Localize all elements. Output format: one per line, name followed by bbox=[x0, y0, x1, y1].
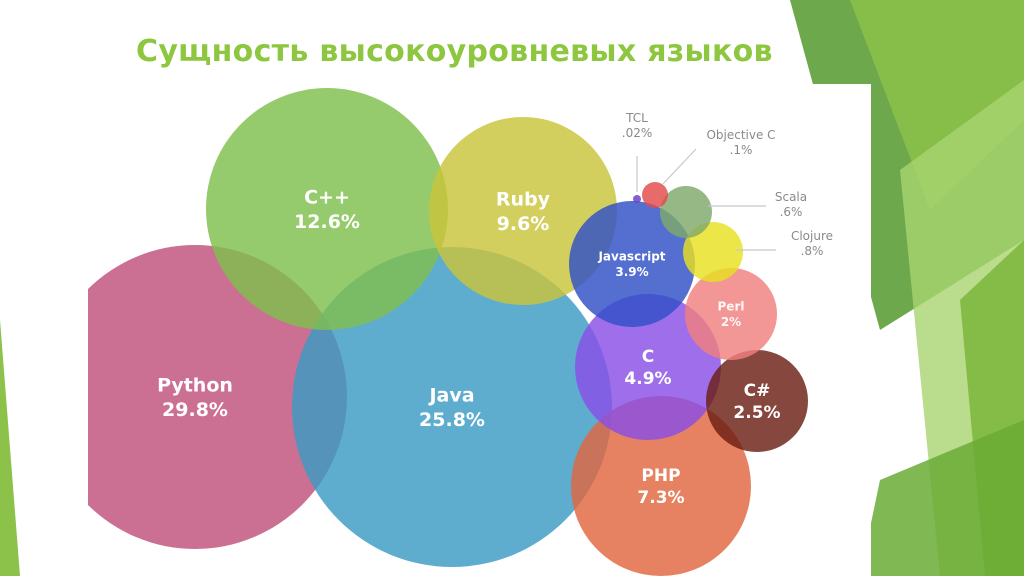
bubble-value-java: 25.8% bbox=[419, 409, 485, 431]
bubble-label-php: PHP bbox=[641, 466, 680, 486]
bubble-value-javascript: 3.9% bbox=[615, 265, 648, 279]
bubble-c bbox=[706, 350, 808, 452]
bubble-label-clojure: Clojure bbox=[791, 229, 833, 243]
bubble-label-ruby: Ruby bbox=[496, 188, 551, 210]
bubble-label-tcl: TCL bbox=[625, 111, 648, 125]
bubble-chart: Python 29.8% Java 25.8% C++ 12.6% Ruby 9.6% PHP7… bbox=[88, 88, 833, 576]
deco-shape-left bbox=[0, 320, 20, 576]
bubble-value-python: 29.8% bbox=[162, 399, 228, 421]
bubble-label-scala: Scala bbox=[775, 190, 807, 204]
bubble-tcl bbox=[633, 195, 641, 203]
slide-title: Сущность высокоуровневых языков bbox=[136, 34, 773, 69]
bubble-value-c: 2.5% bbox=[733, 403, 780, 423]
bubble-java bbox=[292, 247, 612, 567]
bubble-label-javascript: Javascript bbox=[597, 249, 665, 263]
bubble-value-clojure: .8% bbox=[801, 244, 824, 258]
bubble-c bbox=[206, 88, 448, 330]
bubble-c bbox=[575, 294, 721, 440]
bubble-perl bbox=[685, 268, 777, 360]
bubble-value-c: 12.6% bbox=[294, 211, 360, 233]
bubble-label-objective-c: Objective C bbox=[706, 128, 775, 142]
bubble-value-php: 7.3% bbox=[637, 488, 684, 508]
bubble-value-objective-c: .1% bbox=[730, 143, 753, 157]
bubble-chart-picture: Python 29.8% Java 25.8% C++ 12.6% Ruby 9.6% PHP 7… bbox=[88, 84, 871, 576]
bubble-label-java: Java bbox=[427, 384, 474, 406]
bubble-value-tcl: .02% bbox=[622, 126, 653, 140]
bubble-objective-c bbox=[642, 182, 668, 208]
bubble-label-c: C bbox=[642, 347, 654, 367]
bubble-scala bbox=[660, 186, 712, 238]
bubble-value-c: 4.9% bbox=[624, 369, 671, 389]
bubble-value-ruby: 9.6% bbox=[497, 213, 550, 235]
bubble-php bbox=[571, 396, 751, 576]
deco-shape-bottom-right bbox=[860, 420, 1024, 576]
bubble-label-c: C# bbox=[744, 381, 771, 401]
bubble-label-perl: Perl bbox=[718, 299, 745, 313]
bubble-clojure bbox=[683, 222, 743, 282]
bubble-value-scala: .6% bbox=[780, 205, 803, 219]
bubble-value-perl: 2% bbox=[721, 315, 741, 329]
bubble-label-c: C++ bbox=[304, 186, 350, 208]
bubble-label-python: Python bbox=[157, 374, 233, 396]
bubble-javascript bbox=[569, 201, 695, 327]
leader-line-objective-c bbox=[662, 148, 697, 185]
